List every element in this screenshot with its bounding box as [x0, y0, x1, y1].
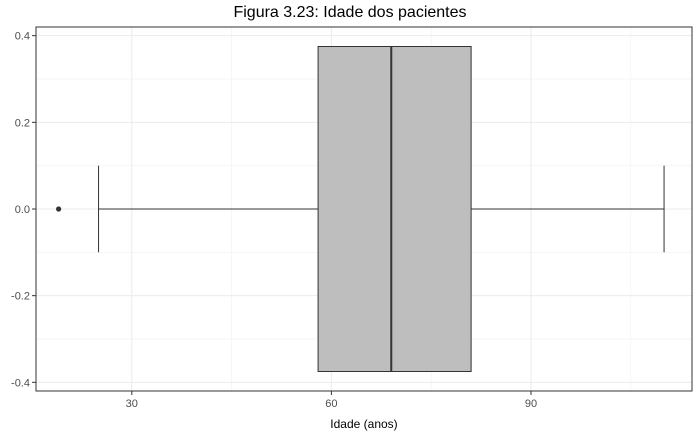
box-layer: [56, 46, 665, 372]
y-tick-label: -0.2: [11, 291, 30, 303]
axes-layer: 30 60 90 -0.4 -0.2 0.0 0.2 0.4: [11, 31, 537, 410]
plot-border: [35, 26, 693, 392]
y-tick-label: 0.4: [15, 31, 30, 43]
interquartile-box: [317, 46, 472, 372]
chart-title: Figura 3.23: Idade dos pacientes: [233, 4, 467, 21]
y-tick-label: -0.4: [11, 377, 30, 389]
y-tick-label: 0.0: [15, 204, 30, 216]
x-tick-label: 30: [126, 398, 138, 410]
x-axis-title: Idade (anos): [330, 417, 397, 431]
x-tick-label: 90: [525, 398, 537, 410]
x-tick-label: 60: [325, 398, 337, 410]
y-tick-label: 0.2: [15, 117, 30, 129]
outlier-point: [56, 206, 62, 212]
